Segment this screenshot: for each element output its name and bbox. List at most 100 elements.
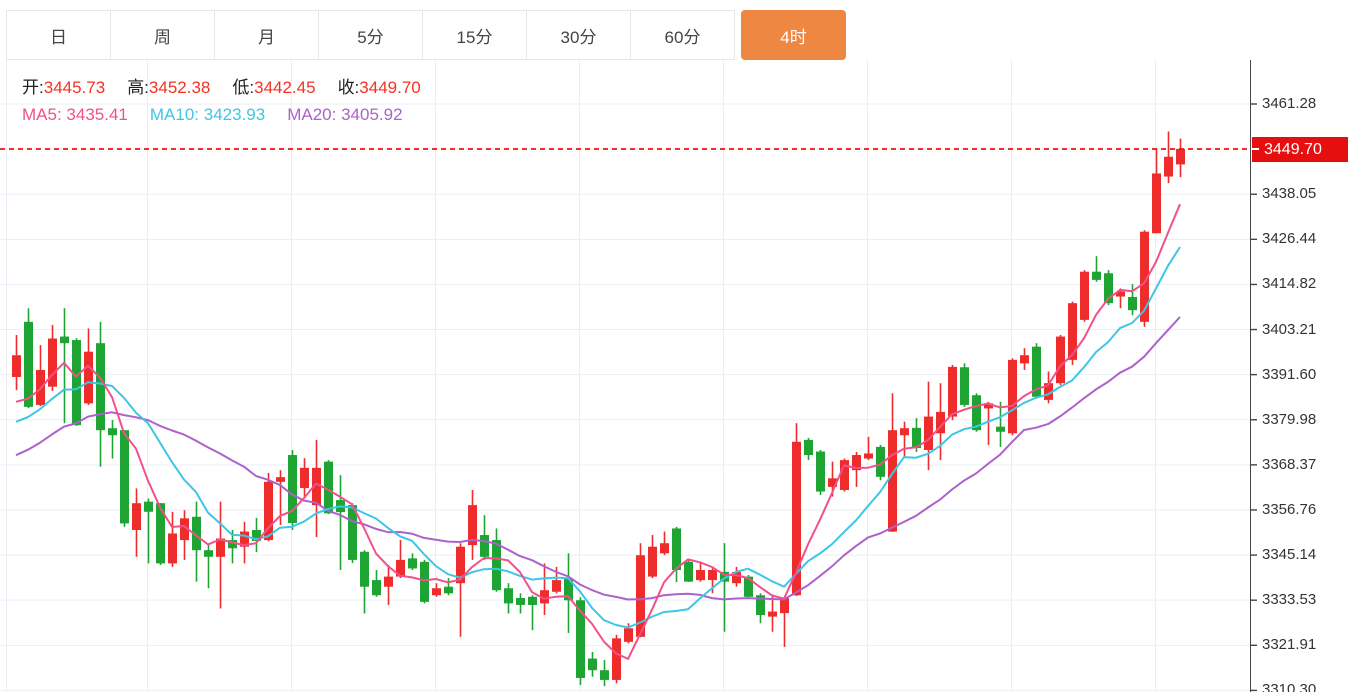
- candle-body-down: [564, 578, 573, 601]
- candle-body-down: [360, 551, 369, 587]
- candle-body-down: [588, 658, 597, 671]
- candle-body-down: [720, 571, 729, 582]
- ma20-label: MA20:: [287, 105, 337, 124]
- candle-body-up: [900, 428, 909, 436]
- axis-tick-label: 3461.28: [1262, 95, 1317, 112]
- candle-body-up: [1044, 383, 1053, 400]
- current-price-text: 3449.70: [1264, 140, 1322, 158]
- candle-body-up: [468, 505, 477, 546]
- candle-body-up: [648, 546, 657, 577]
- candle-body-down: [348, 505, 357, 560]
- open-value: 3445.73: [43, 78, 106, 97]
- candle-body-down: [192, 516, 201, 551]
- candle-body-up: [984, 403, 993, 409]
- candle-body-up: [168, 533, 177, 564]
- tab-5min[interactable]: 5分: [318, 10, 423, 60]
- candle-body-down: [912, 427, 921, 449]
- candle-body-down: [516, 597, 525, 605]
- ma10-value: 3423.93: [203, 105, 266, 124]
- candle-body-down: [816, 451, 825, 492]
- candle-body-up: [636, 555, 645, 637]
- candle-body-down: [804, 439, 813, 456]
- candle-body-up: [132, 503, 141, 530]
- tab-week[interactable]: 周: [110, 10, 215, 60]
- open-label: 开:: [22, 78, 44, 97]
- candle-body-up: [12, 355, 21, 377]
- candle-body-down: [1092, 271, 1101, 280]
- candle-body-up: [216, 538, 225, 557]
- candle-body-up: [84, 351, 93, 404]
- tab-30min[interactable]: 30分: [526, 10, 631, 60]
- candle-body-up: [456, 546, 465, 584]
- axis-tick-label: 3321.91: [1262, 636, 1317, 654]
- ma-row: MA5: 3435.41 MA10: 3423.93 MA20: 3405.92: [22, 101, 443, 128]
- candle-body-down: [120, 430, 129, 524]
- ma10-line: [15, 246, 1181, 629]
- candle-body-up: [1068, 303, 1077, 360]
- axis-tick-label: 3391.60: [1262, 365, 1317, 383]
- axis-tick-label: 3368.37: [1262, 455, 1317, 473]
- tab-15min[interactable]: 15分: [422, 10, 527, 60]
- candle-body-down: [1128, 296, 1137, 311]
- low-value: 3442.45: [254, 78, 316, 97]
- candle-body-down: [684, 561, 693, 582]
- candle-body-up: [888, 430, 897, 532]
- candle-body-up: [300, 467, 309, 489]
- candle-body-up: [540, 590, 549, 604]
- candle-body-up: [180, 518, 189, 541]
- candle-body-down: [408, 558, 417, 569]
- low-label: 低:: [232, 78, 255, 97]
- candle-body-up: [1116, 291, 1125, 297]
- candle-body-up: [696, 570, 705, 581]
- axis-tick-label: 3356.76: [1262, 500, 1317, 518]
- chart-legend: 开:3445.73 高:3452.38 低:3442.45 收:3449.70 MA5…: [22, 74, 443, 128]
- candle-body-down: [228, 540, 237, 549]
- candle-body-down: [252, 529, 261, 541]
- close-label: 收:: [337, 78, 360, 97]
- badge-tick-dash: [1252, 147, 1259, 150]
- candle-body-down: [72, 340, 81, 426]
- candle-body-down: [744, 576, 753, 597]
- candle-body-up: [792, 441, 801, 596]
- candle-body-down: [156, 503, 165, 564]
- candle-body-up: [708, 570, 717, 581]
- tab-4hour[interactable]: 4时: [741, 10, 846, 60]
- ma20-value: 3405.92: [341, 105, 403, 124]
- candle-body-up: [48, 338, 57, 387]
- candle-body-up: [1008, 359, 1017, 434]
- candle-body-down: [204, 550, 213, 557]
- candle-body-down: [60, 336, 69, 344]
- candle-body-down: [372, 580, 381, 596]
- axis-tick-label: 3403.21: [1262, 320, 1317, 338]
- candle-body-up: [1140, 231, 1149, 322]
- candle-body-up: [612, 638, 621, 680]
- axis-tick-label: 3438.05: [1262, 185, 1317, 203]
- candle-body-down: [972, 395, 981, 431]
- candle-body-up: [852, 455, 861, 471]
- candle-body-down: [756, 595, 765, 616]
- axis-tick-label: 3414.82: [1262, 275, 1317, 293]
- tab-month[interactable]: 月: [214, 10, 319, 60]
- candle-body-down: [996, 426, 1005, 432]
- ma5-line: [15, 203, 1181, 660]
- candle-body-up: [552, 580, 561, 592]
- axis-tick-label: 3333.53: [1262, 591, 1317, 609]
- candle-body-down: [444, 586, 453, 594]
- candle-body-down: [672, 528, 681, 571]
- candle-body-down: [504, 588, 513, 604]
- candle-body-down: [324, 461, 333, 514]
- tab-60min[interactable]: 60分: [630, 10, 735, 60]
- candle-body-down: [876, 446, 885, 477]
- tab-day[interactable]: 日: [6, 10, 111, 60]
- candle-body-up: [1056, 336, 1065, 384]
- close-value: 3449.70: [359, 78, 421, 97]
- candle-body-up: [936, 411, 945, 434]
- period-tab-bar: 日周月 5分 15分 30分 60分 4时: [6, 10, 846, 60]
- candle-body-up: [840, 460, 849, 490]
- candle-body-up: [432, 588, 441, 596]
- candle-body-up: [1164, 156, 1173, 177]
- axis-tick-label: 3379.98: [1262, 410, 1317, 428]
- candle-body-down: [96, 343, 105, 431]
